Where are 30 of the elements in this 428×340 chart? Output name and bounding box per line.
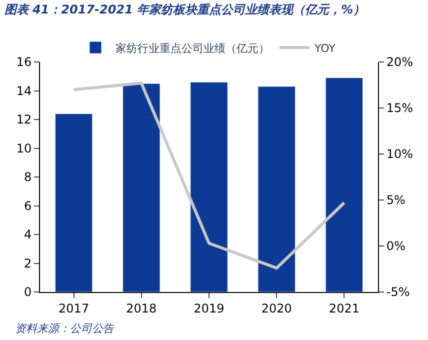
bar (190, 82, 228, 292)
x-tick-label: 2021 (328, 301, 360, 316)
x-tick-label: 2019 (194, 301, 224, 316)
y2-tick-label: 0% (386, 239, 406, 254)
x-tick-label: 2018 (126, 301, 157, 316)
y-tick-label: 2 (24, 256, 32, 270)
bar (54, 114, 93, 292)
y-tick-label: 14 (16, 84, 32, 98)
y2-tick-label: -5% (386, 285, 410, 300)
y-tick-label: 10 (16, 141, 32, 156)
y-tick-label: 6 (24, 198, 32, 213)
bar (258, 86, 296, 292)
y-tick-label: 0 (24, 285, 32, 300)
y2-tick-label: 10% (386, 147, 414, 162)
y-tick-label: 8 (24, 170, 32, 184)
y-tick-label: 12 (16, 112, 32, 127)
x-tick-label: 2020 (261, 301, 292, 316)
bar (122, 83, 160, 292)
legend-label: 家纺行业重点公司业绩（亿元） (116, 42, 270, 55)
y-tick-label: 4 (24, 228, 32, 242)
y2-tick-label: 20% (386, 55, 414, 70)
x-tick-label: 2017 (58, 301, 90, 316)
legend-label: YOY (314, 42, 336, 55)
bar (325, 78, 364, 292)
line-series (72, 82, 346, 270)
chart-title: 图表 41：2017-2021 年家纺板块重点公司业绩表现（亿元，%） (4, 2, 366, 16)
y-tick-label: 16 (16, 55, 32, 70)
y2-tick-label: 5% (386, 193, 406, 208)
text: 资料来源：公司公告 (15, 322, 115, 335)
y2-tick-label: 15% (386, 101, 414, 116)
